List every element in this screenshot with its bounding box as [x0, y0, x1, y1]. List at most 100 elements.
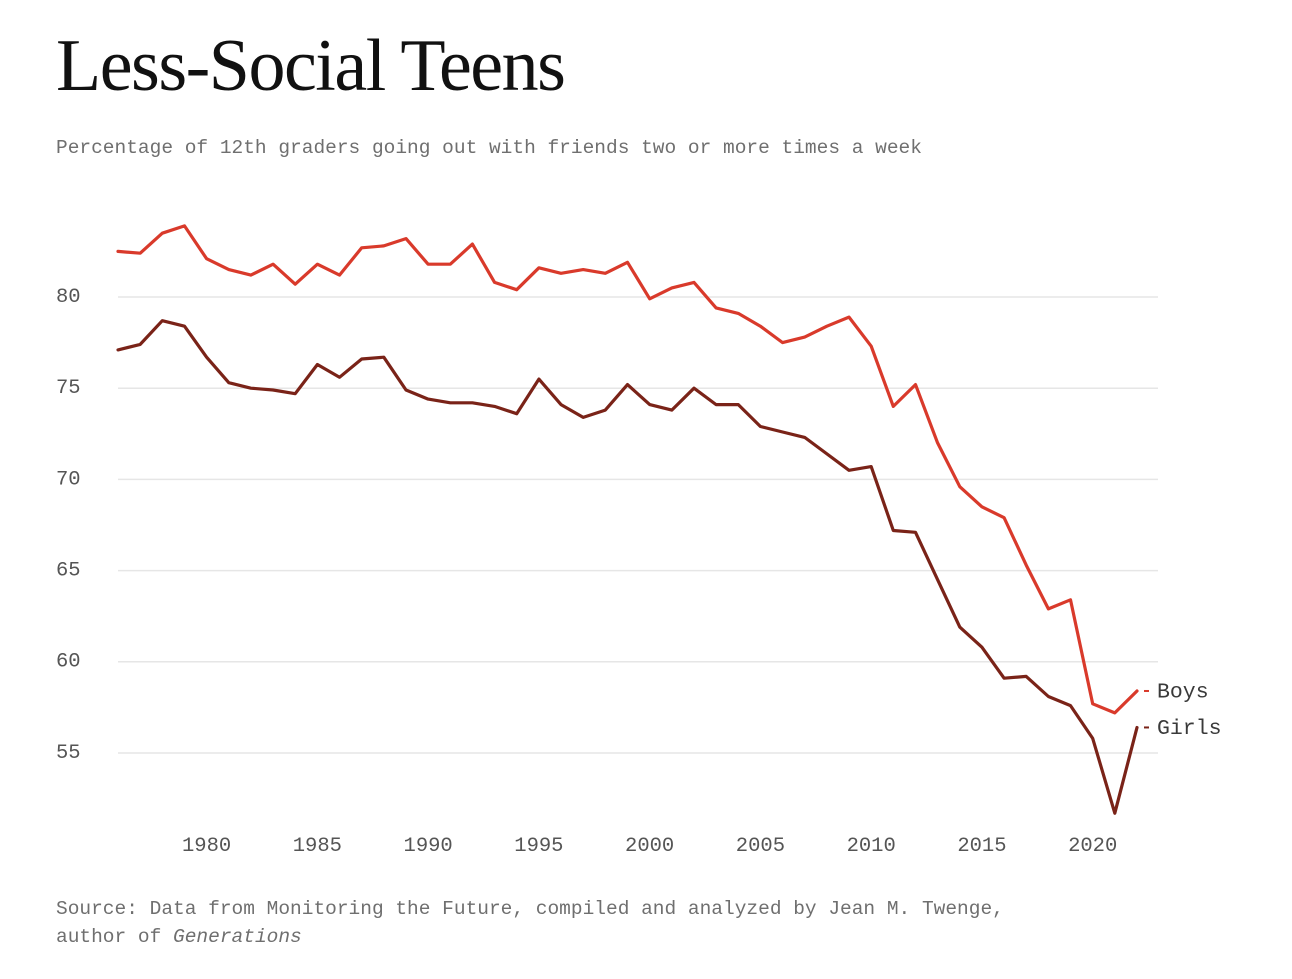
data-point-boys-2003 [715, 306, 718, 309]
x-tick-label-2005: 2005 [736, 835, 785, 858]
data-point-girls-2005 [759, 425, 762, 428]
data-point-girls-1983 [271, 388, 274, 391]
y-tick-label-65: 65 [56, 560, 81, 583]
data-point-girls-1987 [360, 357, 363, 360]
y-tick-label-70: 70 [56, 468, 81, 491]
data-point-boys-2008 [825, 325, 828, 328]
x-tick-label-2020: 2020 [1068, 835, 1117, 858]
source-note: Source: Data from Monitoring the Future,… [56, 895, 1256, 951]
data-point-boys-1982 [249, 274, 252, 277]
data-point-boys-1998 [604, 272, 607, 275]
data-point-girls-2021 [1113, 812, 1116, 815]
data-point-girls-1998 [604, 408, 607, 411]
series-label-girls: Girls [1157, 717, 1222, 741]
data-point-boys-1996 [559, 272, 562, 275]
data-point-girls-2009 [847, 469, 850, 472]
data-point-boys-2002 [692, 281, 695, 284]
data-point-boys-1991 [449, 263, 452, 266]
data-point-girls-1977 [139, 343, 142, 346]
data-point-boys-1987 [360, 246, 363, 249]
data-point-girls-2010 [870, 465, 873, 468]
data-point-boys-2012 [914, 383, 917, 386]
data-point-boys-2019 [1069, 598, 1072, 601]
x-tick-label-2010: 2010 [847, 835, 896, 858]
data-point-girls-1992 [471, 401, 474, 404]
data-point-boys-1990 [427, 263, 430, 266]
data-point-boys-2000 [648, 297, 651, 300]
data-point-girls-2020 [1091, 737, 1094, 740]
data-point-girls-2019 [1069, 704, 1072, 707]
data-point-boys-2001 [670, 286, 673, 289]
x-tick-label-1990: 1990 [404, 835, 453, 858]
data-point-girls-2006 [781, 430, 784, 433]
data-point-boys-1986 [338, 274, 341, 277]
data-point-boys-2014 [958, 485, 961, 488]
data-point-girls-2004 [737, 403, 740, 406]
data-point-girls-2018 [1047, 695, 1050, 698]
data-point-boys-2018 [1047, 607, 1050, 610]
y-tick-label-55: 55 [56, 742, 81, 765]
data-point-girls-2017 [1025, 675, 1028, 678]
data-point-boys-1995 [537, 266, 540, 269]
x-tick-label-1995: 1995 [514, 835, 563, 858]
data-point-boys-1993 [493, 281, 496, 284]
data-point-boys-2021 [1113, 711, 1116, 714]
data-point-girls-2003 [715, 403, 718, 406]
data-point-girls-2016 [1002, 677, 1005, 680]
data-point-boys-2011 [892, 405, 895, 408]
data-point-boys-1979 [183, 224, 186, 227]
data-point-boys-1999 [626, 261, 629, 264]
data-point-girls-1995 [537, 377, 540, 380]
data-point-girls-1980 [205, 356, 208, 359]
source-book-title: Generations [173, 926, 302, 948]
y-tick-label-60: 60 [56, 651, 81, 674]
source-author-line: author of Generations [56, 923, 1256, 951]
data-point-girls-1981 [227, 381, 230, 384]
data-point-boys-1984 [294, 283, 297, 286]
data-point-boys-2004 [737, 312, 740, 315]
data-point-girls-2014 [958, 626, 961, 629]
data-point-boys-2016 [1002, 516, 1005, 519]
chart-title: Less-Social Teens [56, 25, 566, 107]
data-point-boys-1992 [471, 243, 474, 246]
data-point-boys-2009 [847, 315, 850, 318]
data-point-girls-2007 [803, 436, 806, 439]
data-point-boys-1989 [404, 237, 407, 240]
data-point-girls-1997 [582, 416, 585, 419]
data-point-girls-1994 [515, 412, 518, 415]
data-point-girls-1993 [493, 405, 496, 408]
data-point-girls-2001 [670, 408, 673, 411]
data-point-girls-2013 [936, 578, 939, 581]
x-tick-label-1980: 1980 [182, 835, 231, 858]
data-point-girls-1985 [316, 363, 319, 366]
data-point-boys-2020 [1091, 702, 1094, 705]
data-point-girls-2011 [892, 529, 895, 532]
data-point-girls-2002 [692, 387, 695, 390]
source-text: Source: Data from Monitoring the Future,… [56, 898, 1004, 920]
data-point-boys-2006 [781, 341, 784, 344]
data-point-girls-2015 [980, 646, 983, 649]
chart-subtitle: Percentage of 12th graders going out wit… [56, 137, 922, 159]
data-point-girls-1979 [183, 325, 186, 328]
data-point-girls-1996 [559, 403, 562, 406]
series-line-girls [116, 319, 1139, 815]
data-point-girls-1988 [382, 356, 385, 359]
y-tick-label-75: 75 [56, 377, 81, 400]
data-point-boys-2015 [980, 505, 983, 508]
data-point-boys-2007 [803, 336, 806, 339]
y-tick-label-80: 80 [56, 286, 81, 309]
series-line-boys [116, 224, 1139, 715]
data-point-girls-1989 [404, 388, 407, 391]
data-point-girls-1976 [116, 348, 119, 351]
data-point-boys-1994 [515, 288, 518, 291]
data-point-boys-2010 [870, 345, 873, 348]
data-point-boys-1978 [161, 232, 164, 235]
x-tick-label-2015: 2015 [957, 835, 1006, 858]
data-point-girls-1978 [161, 319, 164, 322]
data-point-boys-1977 [139, 252, 142, 255]
x-tick-label-2000: 2000 [625, 835, 674, 858]
data-point-girls-1984 [294, 392, 297, 395]
x-tick-label-1985: 1985 [293, 835, 342, 858]
data-point-boys-1981 [227, 268, 230, 271]
